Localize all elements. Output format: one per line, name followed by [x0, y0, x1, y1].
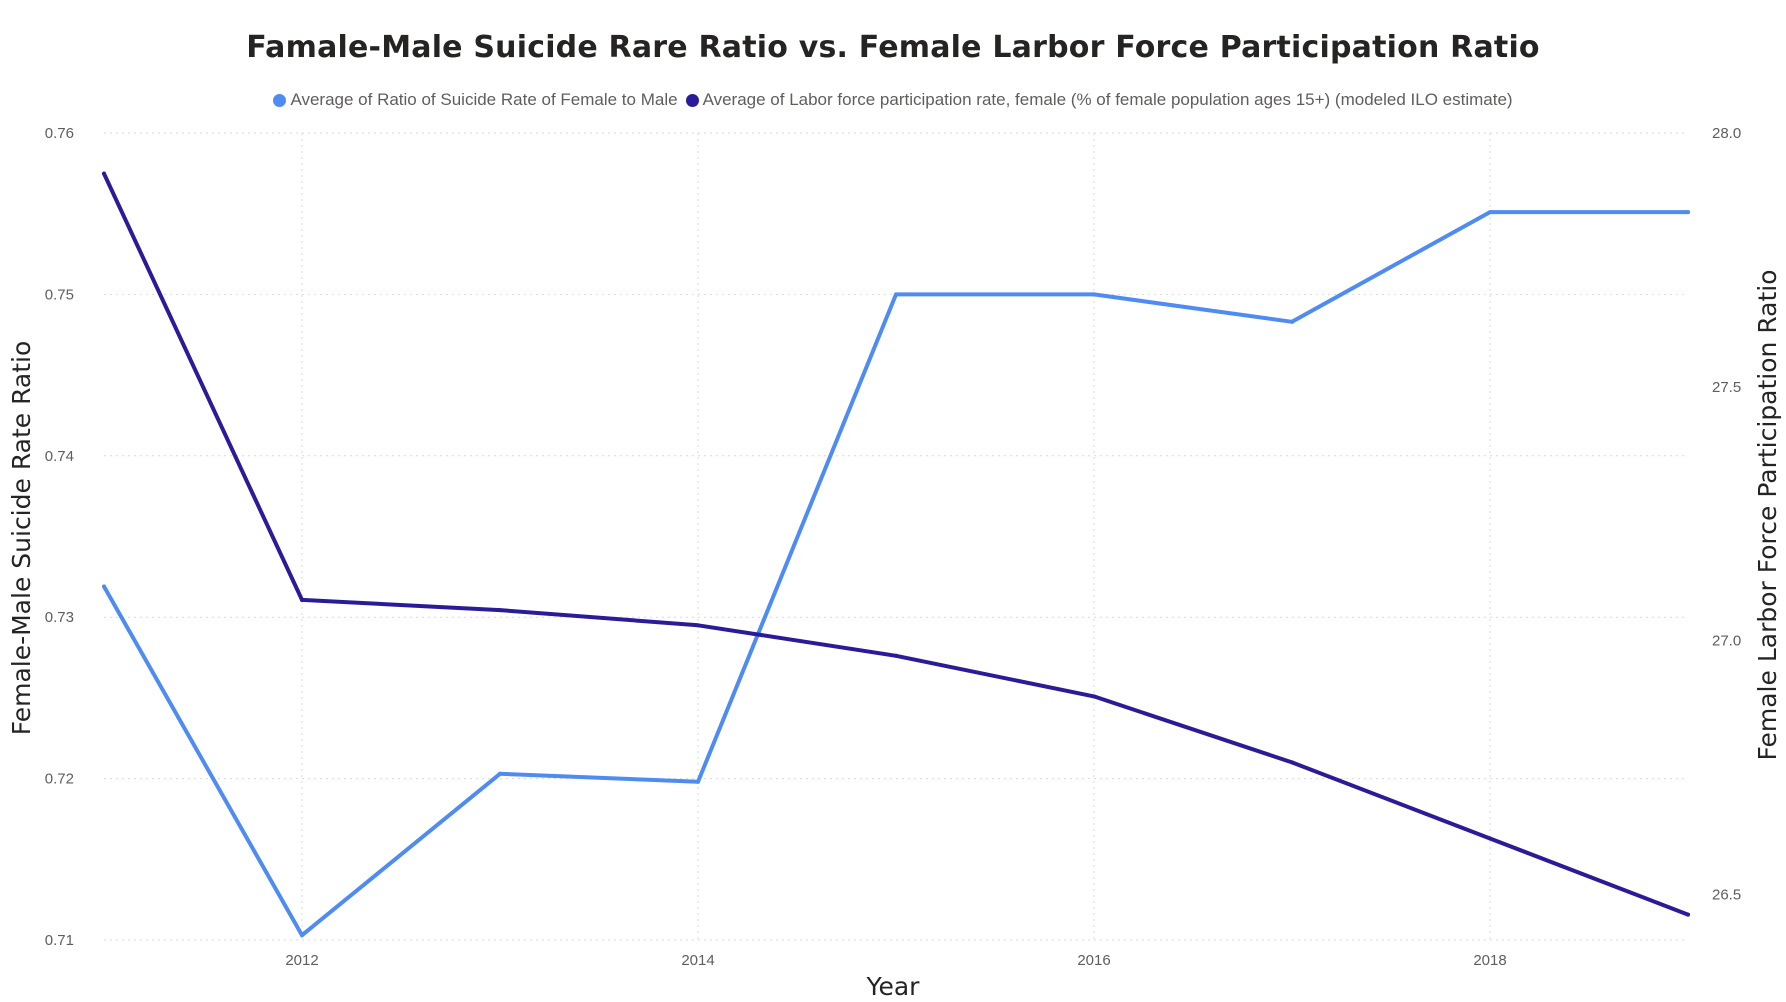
y-axis-title-left: Female-Male Suicide Rate Ratio — [7, 341, 36, 736]
data-point-labor-force[interactable] — [696, 623, 700, 628]
x-axis-title: Year — [866, 972, 921, 1001]
data-point-suicide-ratio[interactable] — [1290, 319, 1294, 324]
x-tick-label: 2014 — [681, 952, 714, 969]
y-tick-label: 0.75 — [45, 286, 74, 303]
data-point-suicide-ratio[interactable] — [696, 779, 700, 784]
data-point-labor-force[interactable] — [1488, 836, 1492, 841]
data-point-labor-force[interactable] — [498, 608, 502, 613]
data-point-suicide-ratio[interactable] — [894, 292, 898, 297]
y-tick-label: 0.76 — [45, 125, 74, 142]
data-point-suicide-ratio[interactable] — [300, 933, 304, 938]
legend-item-suicide-ratio[interactable]: Average of Ratio of Suicide Rate of Fema… — [273, 90, 678, 110]
legend-label-suicide-ratio: Average of Ratio of Suicide Rate of Fema… — [290, 90, 678, 109]
y2-tick-label: 27.5 — [1712, 379, 1741, 396]
data-point-labor-force[interactable] — [1686, 912, 1690, 917]
legend-marker-labor-force — [685, 93, 699, 107]
y-tick-label: 0.72 — [45, 771, 74, 788]
x-tick-label: 2012 — [285, 952, 318, 969]
x-tick-label: 2018 — [1473, 952, 1506, 969]
series-layer — [102, 171, 1690, 938]
data-point-suicide-ratio[interactable] — [1488, 210, 1492, 215]
y-tick-label: 0.73 — [45, 609, 74, 626]
y-tick-label: 0.74 — [45, 448, 74, 465]
legend: Average of Ratio of Suicide Rate of Fema… — [0, 90, 1786, 110]
data-point-suicide-ratio[interactable] — [1686, 210, 1690, 215]
ticks-layer: 0.71 0.72 0.73 0.74 0.75 0.76 26.5 27.0 27.5 28.0… — [45, 125, 1741, 969]
data-point-labor-force[interactable] — [894, 653, 898, 658]
chart-title: Famale-Male Suicide Rare Ratio vs. Femal… — [246, 30, 1540, 65]
data-point-labor-force[interactable] — [1092, 694, 1096, 699]
legend-marker-suicide-ratio — [273, 93, 287, 107]
y-tick-label: 0.71 — [45, 932, 74, 949]
y2-tick-label: 26.5 — [1712, 886, 1741, 903]
legend-label-labor-force: Average of Labor force participation rat… — [702, 90, 1513, 109]
y2-tick-label: 27.0 — [1712, 633, 1741, 650]
y2-tick-label: 28.0 — [1712, 125, 1741, 142]
data-point-suicide-ratio[interactable] — [498, 771, 502, 776]
series-line-suicide-ratio[interactable] — [102, 210, 1690, 938]
legend-item-labor-force[interactable]: Average of Labor force participation rat… — [685, 90, 1513, 110]
x-tick-label: 2016 — [1077, 952, 1110, 969]
data-point-labor-force[interactable] — [102, 171, 106, 176]
grid-layer — [104, 132, 1688, 941]
y-axis-title-right: Female Larbor Force Participation Ratio — [1753, 269, 1782, 760]
data-point-labor-force[interactable] — [300, 597, 304, 602]
series-line-labor-force[interactable] — [102, 171, 1690, 917]
data-point-labor-force[interactable] — [1290, 760, 1294, 765]
data-point-suicide-ratio[interactable] — [1092, 292, 1096, 297]
data-point-suicide-ratio[interactable] — [102, 584, 106, 589]
